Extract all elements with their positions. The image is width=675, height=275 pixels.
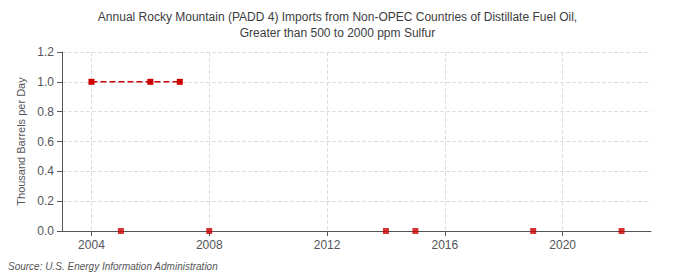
svg-text:1.0: 1.0	[37, 75, 54, 89]
svg-text:2012: 2012	[314, 238, 341, 252]
svg-text:2016: 2016	[431, 238, 458, 252]
svg-text:0.4: 0.4	[37, 164, 54, 178]
svg-text:Annual Rocky Mountain (PADD 4): Annual Rocky Mountain (PADD 4) Imports f…	[98, 10, 577, 24]
svg-text:0.0: 0.0	[37, 224, 54, 238]
svg-text:1.2: 1.2	[37, 45, 54, 59]
svg-text:Greater than 500 to 2000 ppm S: Greater than 500 to 2000 ppm Sulfur	[240, 26, 435, 40]
svg-text:2008: 2008	[196, 238, 223, 252]
svg-text:Thousand Barrels per Day: Thousand Barrels per Day	[15, 77, 27, 206]
svg-text:2020: 2020	[549, 238, 576, 252]
svg-text:2004: 2004	[78, 238, 105, 252]
svg-text:Source: U.S. Energy Informatio: Source: U.S. Energy Information Administ…	[8, 261, 218, 272]
svg-text:0.6: 0.6	[37, 135, 54, 149]
svg-text:0.8: 0.8	[37, 105, 54, 119]
svg-text:0.2: 0.2	[37, 194, 54, 208]
